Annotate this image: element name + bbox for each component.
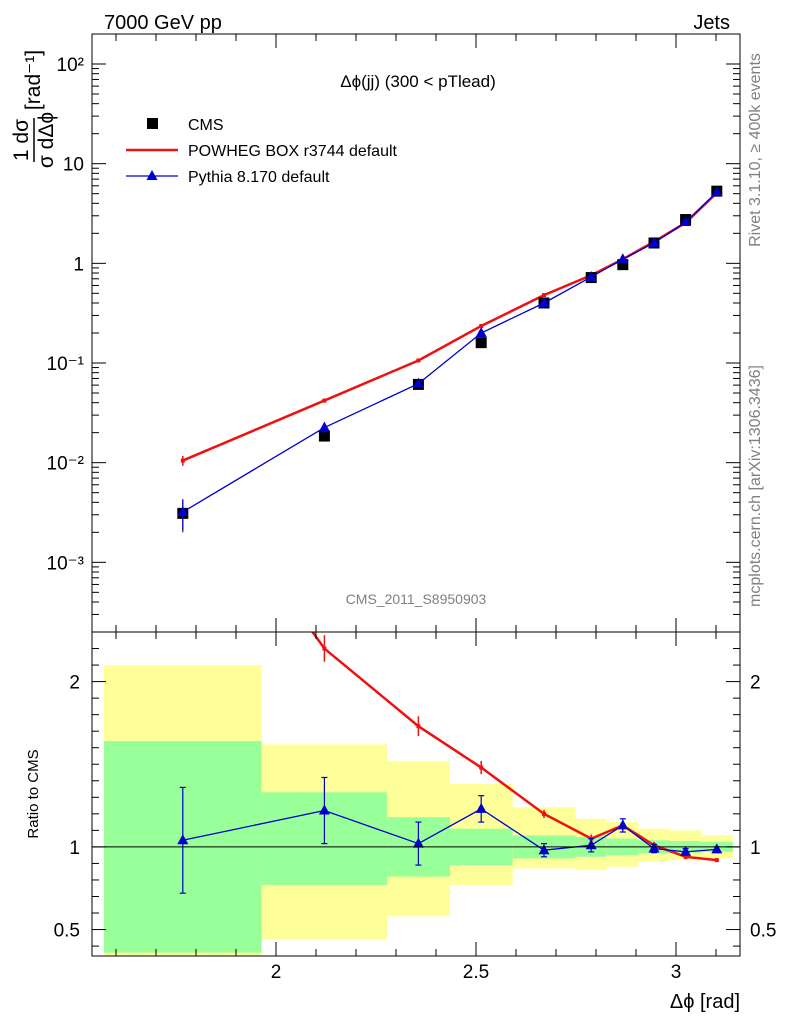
ratio-ytick-label: 1 <box>69 838 80 859</box>
pythia-point <box>538 296 550 307</box>
ratio-pythia-line <box>182 808 717 853</box>
cms-point <box>617 259 629 271</box>
ratio-powheg-point <box>181 448 185 452</box>
legend-label: POWHEG BOX r3744 default <box>188 143 398 160</box>
ratio-powheg-point <box>416 724 421 729</box>
header-right: Jets <box>693 12 730 34</box>
legend-label: Pythia 8.170 default <box>188 169 330 186</box>
pythia-point <box>711 186 723 197</box>
ratio-powheg-point <box>683 854 688 859</box>
powheg-point <box>542 293 546 298</box>
legend-pythia-marker <box>146 170 158 180</box>
ylabel-unit: [rad⁻¹] <box>22 50 45 110</box>
ratio-powheg-line <box>311 632 717 862</box>
main-axes: 10⁻³ 10⁻² 10⁻¹ 1 10 10² <box>47 33 740 633</box>
pythia-point <box>585 270 597 281</box>
legend: CMS POWHEG BOX r3744 default Pythia 8.170 … <box>126 117 398 186</box>
main-ytick-label: 1 <box>73 254 84 275</box>
powheg-point <box>322 398 327 403</box>
ratio-frame <box>91 631 741 957</box>
pythia-point <box>177 505 189 516</box>
pythia-point <box>617 253 629 264</box>
main-title: Δϕ(jj) (300 < pTlead) <box>340 72 496 91</box>
ratio-powheg-point <box>542 811 546 816</box>
ratio-pythia-point <box>412 837 424 848</box>
ratio-bands <box>104 665 733 956</box>
ratio-ytick-label-right: 0.5 <box>750 921 776 942</box>
x-axis-label: Δϕ [rad] <box>670 991 740 1013</box>
ratio-panel: 0.5 0.5 1 1 2 2 2 2.5 3 <box>54 448 776 983</box>
cms-point <box>318 430 330 442</box>
ratio-ytick-label-right: 2 <box>750 673 761 694</box>
ylabel-denominator: σ dΔϕ <box>35 112 58 168</box>
ratio-pythia-point <box>318 804 330 815</box>
watermark: CMS_2011_S8950903 <box>346 591 487 607</box>
pythia-point <box>648 236 660 247</box>
ratio-pythia-point <box>617 819 629 830</box>
main-ylabel: 1 dσ σ dΔϕ [rad⁻¹] <box>10 50 58 168</box>
main-ytick-label: 10⁻³ <box>47 553 85 574</box>
main-ytick-label: 10 <box>63 155 84 176</box>
powheg-point <box>416 358 421 363</box>
x-tick-label: 2 <box>271 962 282 983</box>
main-ytick-label: 10⁻² <box>47 454 85 475</box>
pythia-point <box>475 327 487 337</box>
ratio-ytick-label: 0.5 <box>54 921 80 942</box>
main-marks <box>177 185 723 533</box>
ratio-pythia-point <box>648 842 660 853</box>
ratio-pythia-point <box>177 834 189 845</box>
ratio-pythia-point <box>475 802 487 813</box>
main-ytick-label: 10⁻¹ <box>47 354 85 375</box>
cms-point <box>475 337 487 349</box>
x-tick-label: 3 <box>671 962 682 983</box>
ratio-axes: 0.5 0.5 1 1 2 2 2 2.5 3 <box>54 632 776 983</box>
powheg-point <box>479 324 484 329</box>
ratio-ylabel: Ratio to CMS <box>25 749 42 838</box>
ratio-ytick-label: 2 <box>69 673 80 694</box>
powheg-line <box>182 191 718 462</box>
site-label: mcplots.cern.ch [arXiv:1306.3436] <box>747 365 764 607</box>
main-ytick-label: 10² <box>57 55 84 76</box>
ratio-pythia-point <box>538 844 550 855</box>
pythia-point <box>318 421 330 432</box>
main-panel: 10⁻³ 10⁻² 10⁻¹ 1 10 10² CMS_2011_S8950903 Δϕ(… <box>47 33 741 633</box>
ratio-pythia-point <box>711 843 723 854</box>
ratio-pythia-point <box>680 845 692 856</box>
rivet-label: Rivet 3.1.10, ≥ 400k events <box>747 53 764 247</box>
legend-label: CMS <box>188 117 224 134</box>
x-tick-label: 2.5 <box>463 962 489 983</box>
header-left: 7000 GeV pp <box>104 12 222 34</box>
ratio-series <box>177 448 723 894</box>
ratio-ytick-label-right: 1 <box>750 838 761 859</box>
powheg-point <box>180 458 185 463</box>
pythia-line <box>182 191 718 513</box>
pythia-point <box>680 215 692 226</box>
ratio-powheg-point <box>322 646 327 651</box>
pythia-point <box>412 377 424 388</box>
ratio-powheg-point <box>479 765 484 770</box>
ylabel-numerator: 1 dσ <box>10 119 33 161</box>
ratio-marks <box>177 448 723 894</box>
ratio-powheg-point <box>714 858 719 863</box>
legend-cms-marker <box>147 118 158 129</box>
